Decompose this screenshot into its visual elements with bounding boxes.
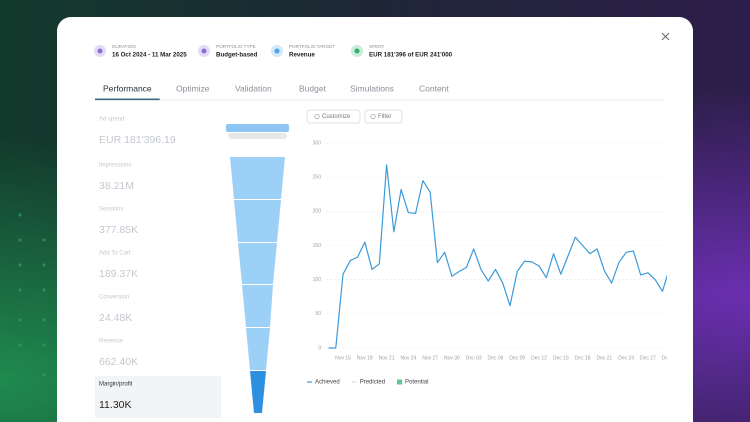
funnel-stage (246, 328, 270, 370)
header-icon-dot (97, 48, 103, 54)
y-tick-label: 250 (313, 174, 322, 180)
metric-value: 11.30K (99, 399, 132, 411)
funnel (226, 124, 289, 413)
metric-highlight (95, 376, 221, 418)
header-icon-dot (354, 48, 360, 54)
metric-label: Conversion (99, 295, 129, 301)
y-tick-label: 0 (318, 345, 321, 351)
x-tick-label: Nov 18 (357, 355, 373, 361)
metric-value: EUR 181'396.19 (99, 134, 176, 146)
header-value: Budget-based (216, 52, 257, 59)
x-tick-label: Nov 24 (400, 355, 416, 361)
x-tick-label: Dec 06 (488, 355, 504, 361)
customize-button[interactable] (306, 109, 361, 124)
tab[interactable]: Validation (235, 83, 272, 93)
metric-label: Margin/profit (99, 382, 133, 388)
header-label: PORTFOLIO TYPE (216, 44, 256, 49)
legend-label: Achieved (315, 380, 340, 386)
header-value: 16 Oct 2024 - 11 Mar 2025 (112, 52, 187, 59)
x-tick-label: Dec 03 (466, 355, 482, 361)
x-tick-label: Nov 27 (422, 355, 438, 361)
y-tick-label: 50 (315, 311, 321, 317)
toolbar-label: Customize (322, 114, 351, 120)
funnel-stage (234, 200, 281, 242)
x-tick-label: Dec 12 (531, 355, 547, 361)
x-tick-label: Nov 30 (444, 355, 460, 361)
toolbar-label: Filter (378, 114, 391, 120)
metric-label: Ad spend (99, 117, 124, 123)
metric-label: Impressions (99, 163, 131, 169)
legend-swatch (397, 379, 403, 385)
y-tick-label: 300 (313, 140, 322, 146)
header-label: SPENT (369, 44, 385, 49)
funnel-top (226, 124, 289, 132)
toolbar-icon (370, 113, 376, 120)
card (57, 17, 693, 422)
funnel-stage (238, 243, 277, 284)
tab[interactable]: Simulations (350, 83, 394, 93)
line-series (328, 164, 667, 349)
card-content: DURATION 16 Oct 2024 - 11 Mar 2025 PORTFOL… (94, 32, 678, 418)
metric-value: 189.37K (99, 268, 138, 280)
metric-value: 377.85K (99, 224, 138, 236)
x-tick-label: Dec 24 (618, 355, 634, 361)
metric-label: Sessions (99, 207, 123, 213)
header-icon-dot (201, 48, 207, 54)
x-tick-label: Dec 09 (509, 355, 525, 361)
tab[interactable]: Performance (103, 83, 152, 93)
x-tick-label: Dec 27 (640, 355, 656, 361)
metric-value: 38.21M (99, 180, 134, 192)
x-tick-label: Nov 15 (335, 355, 351, 361)
header-label: PORTFOLIO TARGET (289, 44, 335, 49)
metric-label: Add To Cart (99, 251, 131, 257)
x-tick-label: Dec 18 (575, 355, 591, 361)
y-tick-label: 150 (313, 243, 322, 249)
funnel-stage (250, 371, 266, 413)
header-label: DURATION (112, 44, 136, 49)
tab[interactable]: Content (419, 83, 449, 93)
legend-label: Potential (405, 380, 428, 386)
header-icon-dot (274, 48, 280, 54)
header-value: Revenue (289, 52, 315, 59)
dots (18, 213, 46, 377)
funnel-stage (230, 157, 285, 199)
x-tick-label: Dec 30 (662, 355, 678, 361)
metric-value: 24.48K (99, 312, 132, 324)
header-value: EUR 181'396 of EUR 241'000 (369, 52, 453, 59)
legend-label: Predicted (360, 380, 385, 386)
tab[interactable]: Optimize (176, 83, 210, 93)
y-tick-label: 200 (313, 209, 322, 215)
funnel-stage (242, 285, 273, 327)
tab-underline (95, 98, 160, 101)
tab[interactable]: Budget (299, 83, 327, 93)
x-tick-label: Dec 21 (596, 355, 612, 361)
metric-value: 662.40K (99, 356, 138, 368)
x-tick-label: Nov 21 (379, 355, 395, 361)
filter-button[interactable] (364, 109, 403, 124)
funnel-shadow (228, 133, 287, 139)
y-tick-label: 100 (313, 277, 322, 283)
close-button[interactable] (661, 32, 670, 41)
metric-label: Revenue (99, 339, 124, 345)
plot: Nov 15 Nov 18 Nov 21 Nov 24 Nov 27 Nov 30 Dec … (326, 142, 678, 361)
toolbar-icon (314, 113, 320, 120)
x-tick-label: Dec 15 (553, 355, 569, 361)
